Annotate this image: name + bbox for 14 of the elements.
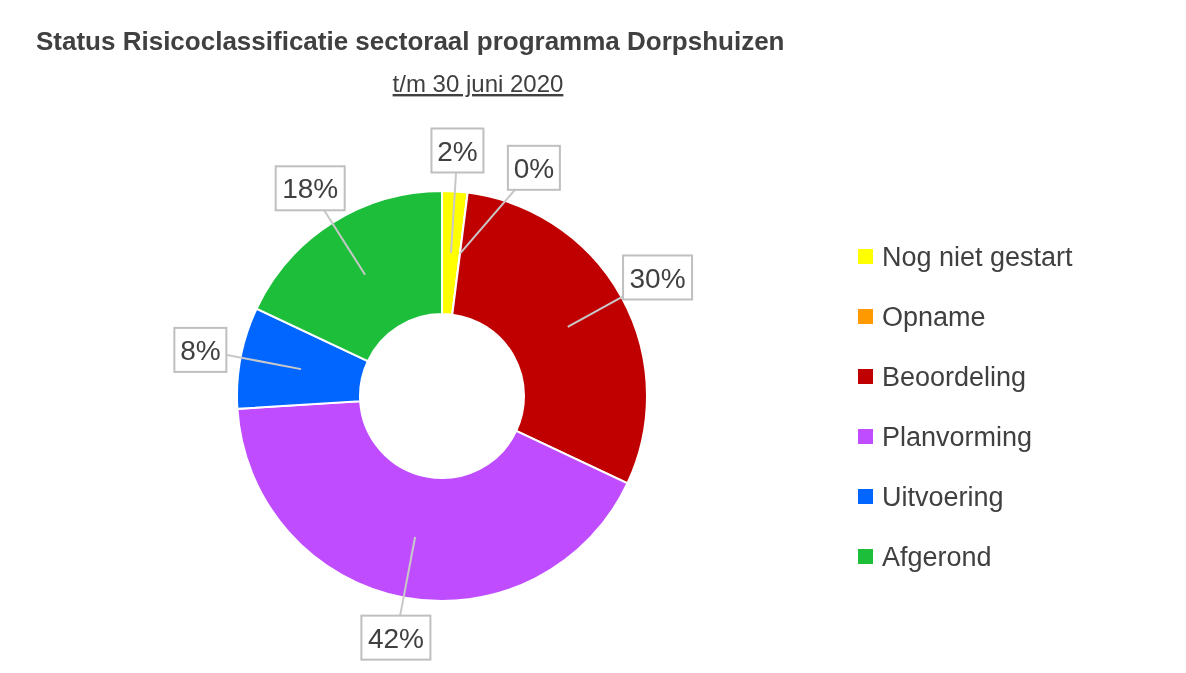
legend-label: Afgerond (882, 542, 992, 572)
legend-label: Beoordeling (882, 362, 1027, 392)
text: 0% (513, 152, 555, 184)
legend-label: Opname (882, 302, 986, 332)
legend-label: Uitvoering (882, 482, 1004, 512)
chart-subtitle: t/m 30 juni 2020 (392, 70, 564, 97)
data-label: 8% (180, 334, 221, 366)
data-label: 18% (282, 173, 339, 205)
data-label: 42% (367, 622, 424, 654)
data-label: 30% (629, 262, 686, 294)
legend-label: Nog niet gestart (882, 242, 1074, 272)
chart-title: Status Risicoclassificatie sectoraal programma Dorpshuizen (36, 26, 785, 56)
data-label: 2% (437, 135, 478, 167)
legend-label: Planvorming (882, 422, 1033, 452)
